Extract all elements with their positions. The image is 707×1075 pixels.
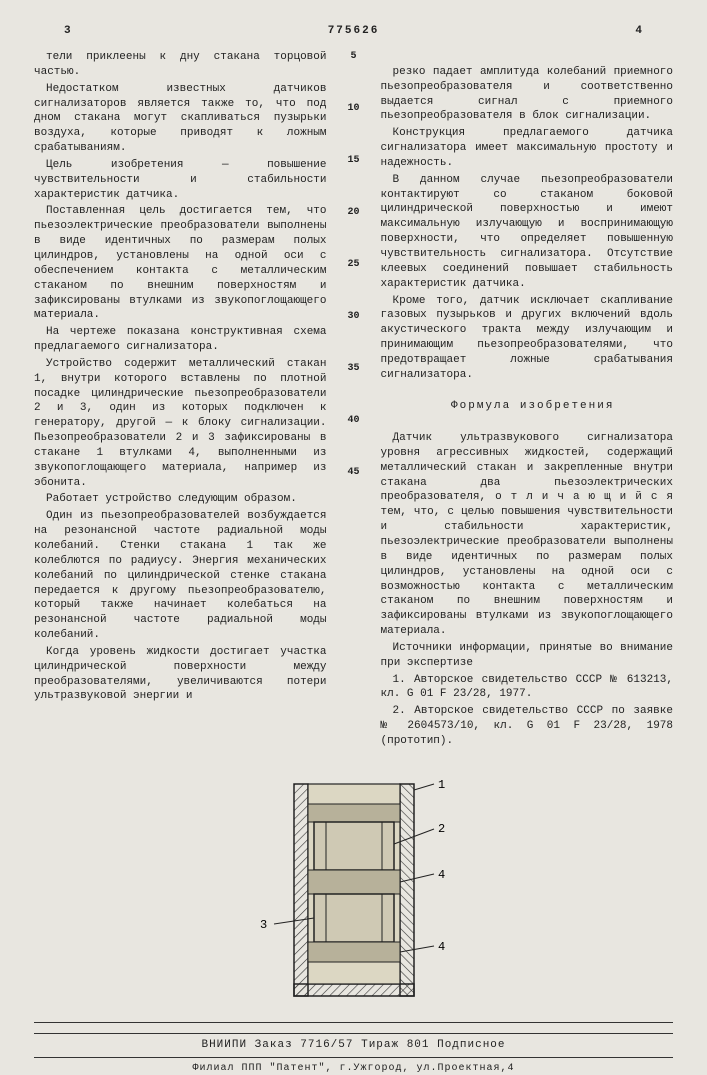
fig-label-3: 3: [260, 918, 267, 932]
body-paragraph: Работает устройство следующим образом.: [34, 492, 327, 507]
body-paragraph: Недостатком известных датчиков сигнализа…: [34, 82, 327, 156]
body-paragraph: Когда уровень жидкости достигает участка…: [34, 645, 327, 704]
document-number: 775626: [328, 24, 380, 39]
line-number: 40: [347, 414, 359, 466]
claim-paragraph: 1. Авторское свидетельство СССР № 613213…: [381, 673, 674, 703]
body-paragraph: Поставленная цель достигается тем, что п…: [34, 204, 327, 323]
line-number-gutter: 51015202530354045: [345, 50, 363, 766]
body-paragraph: Устройство содержит металлический стакан…: [34, 357, 327, 491]
line-number: 15: [347, 154, 359, 206]
page-number-right: 4: [635, 24, 643, 39]
page-number-left: 3: [64, 24, 72, 39]
fig-label-1: 1: [438, 778, 445, 792]
line-number: 10: [347, 102, 359, 154]
page: 3 775626 4 тели приклеены к дну стакана …: [0, 0, 707, 1000]
line-number: 5: [350, 50, 356, 102]
right-column: резко падает амплитуда колебаний приемно…: [381, 50, 674, 766]
left-column: тели приклеены к дну стакана торцовой ча…: [34, 50, 327, 766]
body-paragraph: тели приклеены к дну стакана торцовой ча…: [34, 50, 327, 80]
body-paragraph: Конструкция предлагаемого датчика сигнал…: [381, 126, 674, 171]
text-columns: тели приклеены к дну стакана торцовой ча…: [34, 50, 673, 766]
line-number: 20: [347, 206, 359, 258]
claim-paragraph: 2. Авторское свидетельство СССР по заявк…: [381, 704, 674, 749]
page-header: 3 775626 4: [34, 24, 673, 44]
claim-paragraph: Источники информации, принятые во вниман…: [381, 641, 674, 671]
body-paragraph: Кроме того, датчик исключает скапливание…: [381, 294, 674, 383]
body-paragraph: На чертеже показана конструктивная схема…: [34, 325, 327, 355]
claim-paragraph: Датчик ультразвукового сигнализатора уро…: [381, 431, 674, 639]
footer-line-1: ВНИИПИ Заказ 7716/57 Тираж 801 Подписное: [34, 1038, 673, 1053]
body-paragraph: Цель изобретения — повышение чувствитель…: [34, 158, 327, 203]
sensor-diagram: 1 2 4 4 3: [254, 774, 454, 1014]
figure-wrap: 1 2 4 4 3: [34, 774, 673, 1014]
imprint-footer: ВНИИПИ Заказ 7716/57 Тираж 801 Подписное…: [34, 1022, 673, 1075]
footer-line-2: Филиал ППП "Патент", г.Ужгород, ул.Проек…: [34, 1062, 673, 1075]
fig-label-2: 2: [438, 822, 445, 836]
fig-label-4a: 4: [438, 868, 445, 882]
body-paragraph: Один из пьезопреобразователей возбуждает…: [34, 509, 327, 643]
formula-title: Формула изобретения: [381, 399, 674, 414]
body-paragraph: резко падает амплитуда колебаний приемно…: [381, 65, 674, 124]
line-number: 30: [347, 310, 359, 362]
line-number: 35: [347, 362, 359, 414]
line-number: 25: [347, 258, 359, 310]
body-paragraph: В данном случае пьезопреобразователи кон…: [381, 173, 674, 292]
fig-label-4b: 4: [438, 940, 445, 954]
line-number: 45: [347, 466, 359, 518]
